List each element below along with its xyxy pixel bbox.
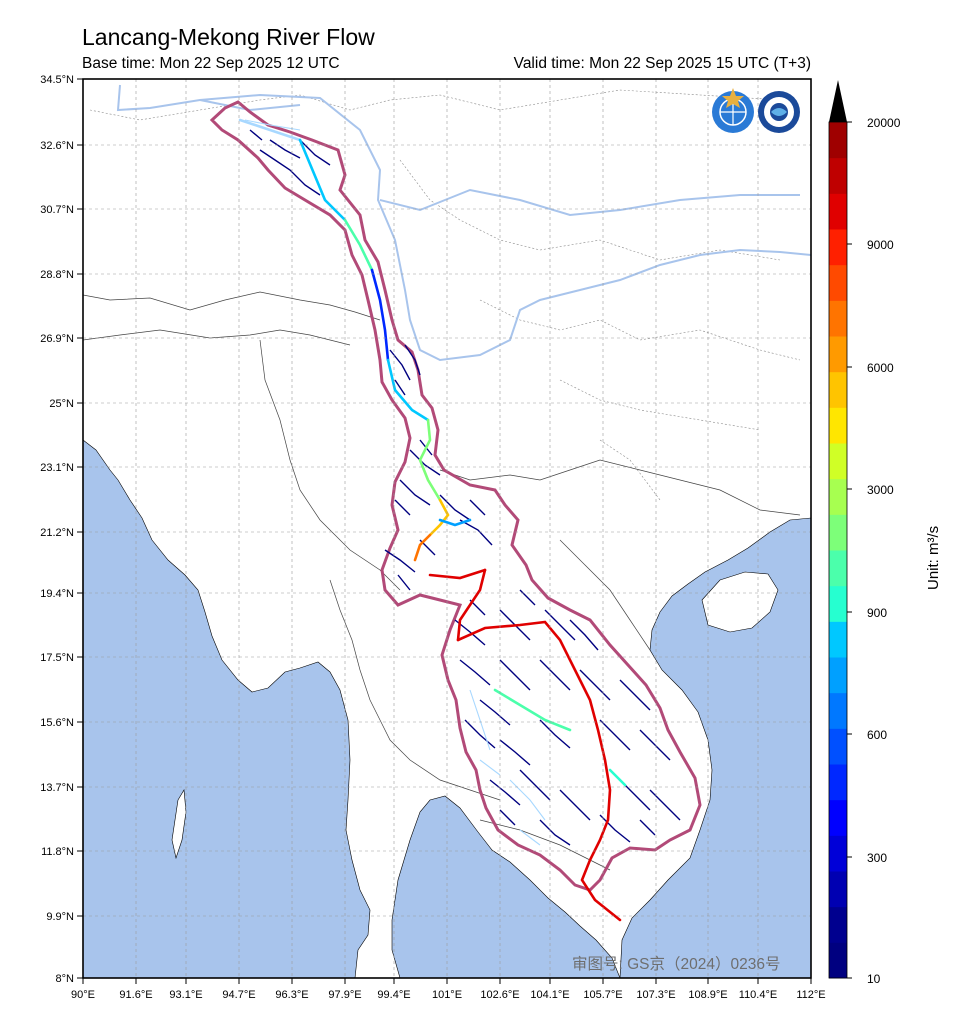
lat-label: 30.7°N [40,204,74,216]
colorbar-segment [829,157,847,194]
valid-time: Valid time: Mon 22 Sep 2025 15 UTC (T+3) [513,55,811,72]
lon-label: 90°E [71,989,95,1001]
colorbar-segment [829,871,847,908]
lat-label: 17.5°N [40,652,74,664]
lon-label: 105.7°E [583,989,622,1001]
cma-logo [758,91,800,133]
lon-label: 102.6°E [480,989,519,1001]
colorbar-segment [829,264,847,301]
map-area [83,79,811,978]
wmo-logo [712,88,754,133]
lon-label: 93.1°E [169,989,202,1001]
lon-label: 101°E [432,989,462,1001]
lon-label: 99.4°E [377,989,410,1001]
lat-label: 34.5°N [40,74,74,86]
light-tributaries [244,119,546,846]
colorbar-unit-label: Unit: m³/s [925,525,942,590]
lon-label: 108.9°E [688,989,727,1001]
colorbar-segment [829,764,847,801]
lat-label: 15.6°N [40,717,74,729]
ocean-south-china-sea [619,517,811,978]
colorbar-segment [829,443,847,480]
lon-label: 110.4°E [739,989,777,1001]
lat-label: 28.8°N [40,269,74,281]
colorbar-segment [829,550,847,587]
colorbar-segment [829,229,847,266]
latitude-axis: 34.5°N 32.6°N 30.7°N 28.8°N 26.9°N 25°N … [40,74,83,985]
lon-label: 112°E [796,989,825,1001]
colorbar-segment [829,122,847,159]
colorbar-label: 6000 [867,361,894,375]
province-borders [89,89,801,501]
base-time: Base time: Mon 22 Sep 2025 12 UTC [82,55,340,72]
colorbar-segment [829,692,847,729]
colorbar-segments [829,122,847,979]
andaman-islands [171,789,187,860]
colorbar-segment [829,799,847,836]
hainan-island [701,571,779,633]
colorbar-segment [829,585,847,622]
lon-label: 104.1°E [530,989,569,1001]
country-borders [83,291,801,871]
colorbar-extend-arrow [829,80,847,122]
colorbar-segment [829,657,847,694]
lon-label: 107.3°E [636,989,675,1001]
colorbar-segment [829,906,847,943]
lat-label: 13.7°N [40,782,74,794]
colorbar-segment [829,371,847,408]
colorbar-segment [829,300,847,337]
colorbar-segment [829,336,847,373]
colorbar-segment [829,621,847,658]
ocean-bay-of-bengal [83,439,371,978]
colorbar-segment [829,942,847,979]
main-stem [238,118,627,922]
ocean-gulf-of-thailand [391,795,621,978]
lat-label: 11.8°N [41,846,74,858]
colorbar-segment [829,728,847,765]
lat-label: 21.2°N [40,527,74,539]
chart-title: Lancang-Mekong River Flow [82,24,375,50]
colorbar-segment [829,835,847,872]
lon-label: 91.6°E [119,989,152,1001]
lon-label: 94.7°E [222,989,255,1001]
map-graticule [83,79,811,978]
lat-label: 23.1°N [40,462,74,474]
map-approval-watermark: 审图号: GS京（2024）0236号 [572,956,781,973]
lat-label: 26.9°N [40,333,74,345]
lat-label: 9.9°N [46,911,74,923]
longitude-axis: 90°E 91.6°E 93.1°E 94.7°E 96.3°E 97.9°E … [71,978,826,1001]
colorbar-label: 900 [867,606,887,620]
colorbar-label: 3000 [867,483,894,497]
major-rivers [116,84,811,362]
lat-label: 25°N [49,398,74,410]
colorbar-segment [829,478,847,515]
colorbar-label: 600 [867,728,887,742]
colorbar: 20000 9000 6000 3000 900 600 300 10 [828,80,901,986]
colorbar-ticks [847,121,852,979]
lon-label: 96.3°E [275,989,308,1001]
colorbar-segment [829,407,847,444]
lat-label: 32.6°N [40,140,74,152]
lat-label: 19.4°N [40,588,74,600]
lat-label: 8°N [56,973,75,985]
lon-label: 97.9°E [328,989,361,1001]
colorbar-label: 20000 [867,116,901,130]
colorbar-label: 300 [867,851,887,865]
colorbar-frame [828,121,848,979]
colorbar-segment [829,193,847,230]
colorbar-segment [829,514,847,551]
colorbar-label: 9000 [867,238,894,252]
colorbar-label: 10 [867,972,881,986]
